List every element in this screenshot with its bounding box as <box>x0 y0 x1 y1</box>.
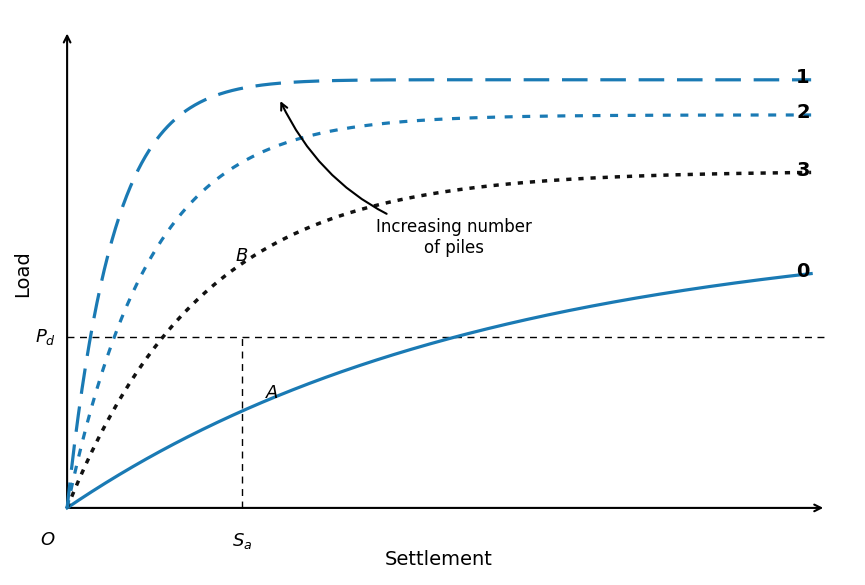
Text: Increasing number
of piles: Increasing number of piles <box>281 103 532 257</box>
Text: $A$: $A$ <box>265 384 279 402</box>
Text: 1: 1 <box>797 68 810 87</box>
Text: $O$: $O$ <box>41 531 56 549</box>
Text: Load: Load <box>13 250 32 297</box>
Text: $P_d$: $P_d$ <box>35 327 56 347</box>
Text: 2: 2 <box>797 103 810 122</box>
Text: 0: 0 <box>797 261 810 281</box>
Text: 3: 3 <box>797 161 810 180</box>
Text: $S_a$: $S_a$ <box>232 531 252 551</box>
Text: $B$: $B$ <box>234 247 247 264</box>
Text: Settlement: Settlement <box>385 550 493 569</box>
